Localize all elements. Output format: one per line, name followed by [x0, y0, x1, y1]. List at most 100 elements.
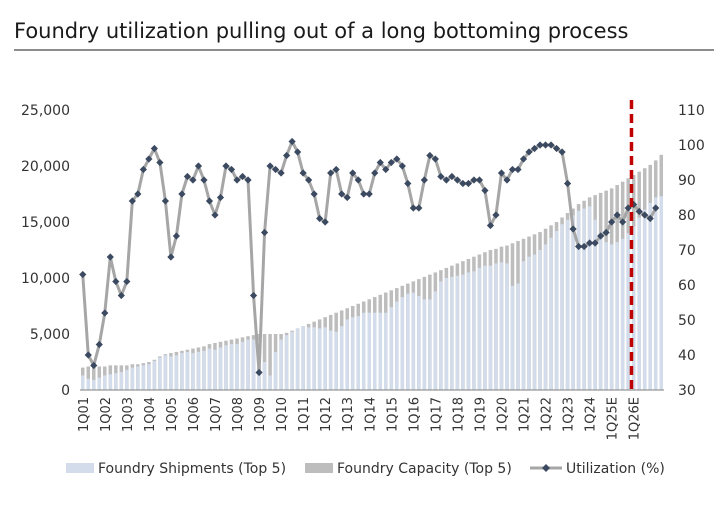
shipments-bar: [240, 341, 245, 390]
shipments-bar: [108, 374, 113, 390]
shipments-bar: [378, 312, 383, 390]
shipments-bar: [549, 237, 553, 390]
utilization-point: [178, 190, 186, 198]
shipments-bar: [527, 256, 531, 390]
shipments-bar: [92, 379, 96, 390]
utilization-point: [294, 148, 302, 156]
shipments-bar: [229, 344, 234, 390]
x-axis-tick: 1Q09: [253, 397, 268, 432]
shipments-bar: [483, 265, 487, 390]
utilization-point: [431, 155, 439, 163]
shipments-bar: [659, 196, 664, 390]
shipments-bar: [400, 297, 405, 390]
shipments-bar: [593, 219, 597, 390]
shipments-bar: [461, 274, 465, 390]
plot-area: 0 5,000 10,000 15,000 20,000 25,000 30 40 50 60 70…: [21, 100, 705, 440]
utilization-point: [393, 155, 401, 163]
shipments-bar: [455, 275, 460, 390]
shipments-bar: [174, 355, 179, 390]
shipments-bar: [510, 285, 515, 390]
shipments-bar: [406, 293, 410, 390]
utilization-point: [316, 214, 324, 223]
x-axis-tick: 1Q13: [341, 397, 356, 432]
shipments-bar: [158, 357, 162, 390]
shipments-bar: [235, 344, 239, 390]
utilization-point: [117, 291, 125, 300]
x-axis-tick: 1Q18: [451, 397, 466, 432]
shipments-bar: [571, 215, 575, 390]
x-axis-tick: 1Q26E: [628, 397, 643, 440]
utilization-point: [586, 239, 594, 247]
utilization-point: [277, 169, 285, 177]
utilization-point: [497, 169, 506, 177]
utilization-point: [349, 169, 357, 177]
shipments-bar: [356, 316, 360, 390]
utilization-point: [415, 204, 423, 212]
utilization-point: [530, 144, 539, 153]
utilization-point: [271, 165, 280, 174]
utilization-point: [238, 172, 247, 181]
utilization-point: [172, 232, 181, 240]
x-axis-tick: 1Q11: [297, 397, 312, 432]
utilization-point: [630, 200, 638, 209]
shipments-bar: [350, 317, 355, 390]
shipments-bar: [295, 328, 300, 390]
x-axis-tick: 1Q07: [209, 397, 224, 432]
shipments-bar: [494, 263, 498, 390]
shipments-bar: [312, 327, 316, 390]
shipments-bar: [141, 365, 146, 390]
utilization-point: [398, 162, 406, 170]
right-axis-tick: 50: [678, 313, 696, 329]
shipments-bar: [345, 319, 349, 390]
shipments-bar: [224, 345, 228, 390]
shipments-bar: [428, 299, 432, 390]
left-axis-tick: 0: [61, 383, 70, 399]
shipments-bar: [653, 197, 658, 390]
utilization-point: [541, 141, 550, 149]
shipments-bar: [620, 238, 625, 390]
shipments-bar: [466, 272, 471, 390]
legend-shipments-swatch: [66, 463, 94, 473]
shipments-bar: [642, 209, 647, 390]
x-axis-tick: 1Q02: [99, 397, 114, 432]
shipments-bar: [587, 206, 592, 390]
shipments-bar: [626, 233, 630, 390]
utilization-point: [338, 190, 346, 198]
utilization-point: [646, 214, 654, 223]
utilization-point: [233, 176, 241, 184]
utilization-point: [486, 221, 495, 230]
utilization-point: [299, 169, 307, 177]
legend-shipments-label: Foundry Shipments (Top 5): [98, 461, 286, 477]
utilization-point: [382, 165, 390, 174]
utilization-point: [161, 197, 169, 205]
utilization-point: [420, 176, 428, 184]
shipments-bar: [543, 244, 548, 390]
utilization-point: [249, 291, 258, 300]
capacity-bar: [92, 366, 96, 390]
legend-capacity-label: Foundry Capacity (Top 5): [337, 461, 512, 477]
utilization-point: [635, 207, 643, 216]
shipments-bar: [554, 230, 559, 390]
shipments-bar: [516, 283, 520, 390]
utilization-point: [558, 148, 566, 156]
shipments-bar: [86, 378, 91, 390]
shipments-bar: [334, 331, 338, 390]
capacity-bar: [86, 366, 91, 390]
shipments-bar: [273, 351, 278, 390]
utilization-point: [283, 151, 291, 160]
utilization-point: [183, 172, 192, 181]
shipments-bar: [521, 261, 526, 390]
shipments-bar: [136, 366, 140, 390]
utilization-point: [211, 211, 219, 219]
shipments-bar: [213, 349, 217, 390]
x-axis-tick: 1Q24: [584, 397, 599, 432]
utilization-point: [448, 172, 456, 181]
shipments-bar: [532, 254, 537, 390]
shipments-bar: [169, 356, 173, 390]
utilization-point: [189, 176, 197, 184]
left-axis-tick: 20,000: [21, 159, 70, 175]
utilization-point: [227, 165, 236, 174]
shipments-bar: [384, 312, 388, 390]
utilization-point: [288, 137, 296, 146]
utilization-point: [327, 169, 335, 177]
